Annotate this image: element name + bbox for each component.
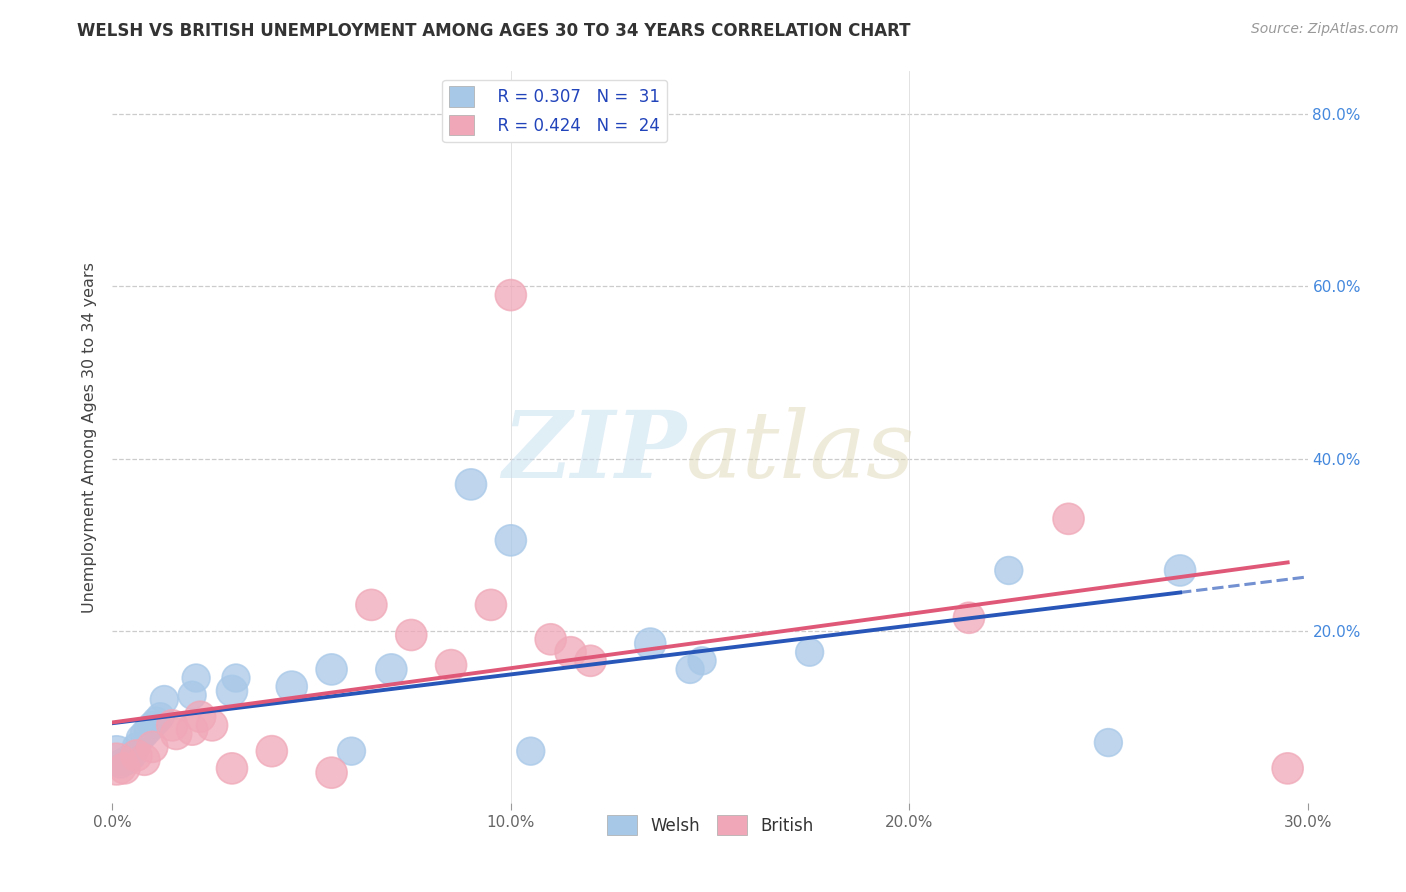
Point: [186, 671, 208, 685]
Point: [149, 710, 172, 724]
Point: [679, 662, 702, 676]
Point: [162, 718, 183, 732]
Point: [321, 662, 343, 676]
Point: [201, 718, 224, 732]
Point: [165, 727, 187, 741]
Point: [105, 757, 128, 772]
Point: [499, 533, 522, 548]
Point: [145, 714, 167, 728]
Point: [640, 637, 662, 651]
Point: [125, 748, 148, 763]
Text: Source: ZipAtlas.com: Source: ZipAtlas.com: [1251, 22, 1399, 37]
Point: [141, 718, 163, 732]
Point: [188, 710, 211, 724]
Y-axis label: Unemployment Among Ages 30 to 34 years: Unemployment Among Ages 30 to 34 years: [82, 261, 97, 613]
Point: [957, 611, 980, 625]
Point: [117, 753, 139, 767]
Point: [141, 739, 163, 754]
Point: [153, 692, 176, 706]
Point: [114, 761, 135, 775]
Point: [540, 632, 562, 647]
Point: [221, 684, 243, 698]
Point: [221, 761, 243, 775]
Point: [138, 723, 160, 737]
Point: [998, 564, 1021, 578]
Legend: Welsh, British: Welsh, British: [600, 808, 820, 842]
Point: [134, 727, 156, 741]
Point: [1097, 735, 1119, 749]
Point: [129, 731, 152, 746]
Text: atlas: atlas: [686, 407, 915, 497]
Point: [181, 723, 204, 737]
Point: [499, 288, 522, 302]
Point: [134, 753, 156, 767]
Point: [690, 654, 713, 668]
Point: [579, 654, 602, 668]
Point: [799, 645, 821, 659]
Point: [401, 628, 423, 642]
Point: [520, 744, 543, 758]
Point: [340, 744, 363, 758]
Point: [560, 645, 582, 659]
Point: [1168, 564, 1191, 578]
Point: [1057, 512, 1080, 526]
Point: [1277, 761, 1299, 775]
Point: [225, 671, 247, 685]
Point: [479, 598, 502, 612]
Point: [125, 739, 148, 754]
Point: [110, 757, 132, 772]
Point: [121, 748, 143, 763]
Point: [440, 658, 463, 673]
Point: [380, 662, 402, 676]
Point: [321, 765, 343, 780]
Point: [360, 598, 382, 612]
Point: [460, 477, 482, 491]
Text: ZIP: ZIP: [502, 407, 686, 497]
Point: [105, 748, 128, 763]
Point: [114, 755, 135, 769]
Text: WELSH VS BRITISH UNEMPLOYMENT AMONG AGES 30 TO 34 YEARS CORRELATION CHART: WELSH VS BRITISH UNEMPLOYMENT AMONG AGES…: [77, 22, 911, 40]
Point: [281, 680, 304, 694]
Point: [260, 744, 283, 758]
Point: [181, 688, 204, 702]
